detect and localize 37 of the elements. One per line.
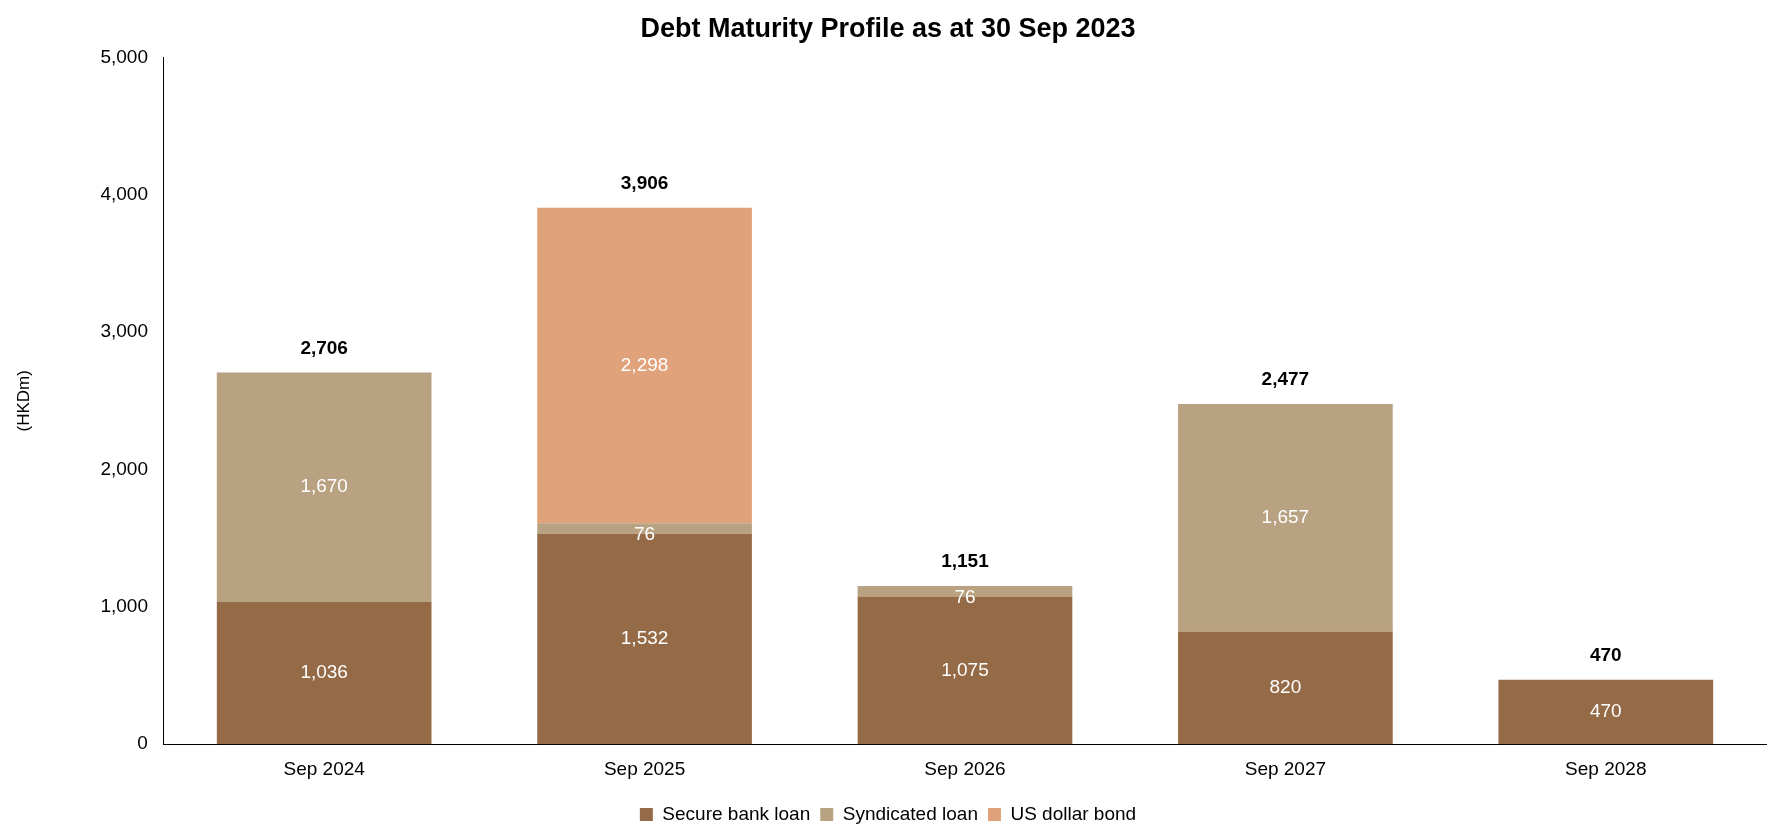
y-tick-label: 3,000 [100, 320, 148, 342]
data-label: 1,670 [300, 475, 348, 497]
data-label: 1,657 [1261, 506, 1310, 527]
bar [216, 372, 432, 602]
y-tick-label: 4,000 [100, 182, 148, 204]
x-tick-label: Sep 2026 [924, 757, 1006, 779]
y-tick-label: 5,000 [100, 45, 148, 67]
x-tick-label: Sep 2027 [1244, 757, 1327, 779]
bar [1178, 403, 1393, 632]
bar [537, 207, 752, 524]
bar [216, 601, 432, 745]
data-label: 470 [1589, 700, 1622, 722]
x-tick-label: Sep 2024 [283, 757, 366, 779]
legend-label: Secure bank loan [662, 802, 811, 824]
data-label: 1,075 [941, 658, 989, 680]
y-tick-label: 1,000 [100, 595, 148, 617]
chart-title: Debt Maturity Profile as at 30 Sep 2023 [640, 12, 1136, 43]
legend-label: US dollar bond [1010, 802, 1137, 824]
total-label: 3,906 [620, 171, 669, 193]
y-tick-label: 0 [137, 732, 148, 754]
x-tick-label: Sep 2028 [1565, 757, 1647, 779]
total-label: 2,477 [1261, 368, 1310, 390]
total-label: 1,151 [941, 550, 990, 572]
bar [1498, 679, 1714, 745]
legend-label: Syndicated loan [842, 802, 978, 824]
x-tick-label: Sep 2025 [603, 757, 686, 779]
y-axis-title: (HKDm) [13, 370, 33, 432]
bar [1178, 631, 1393, 745]
data-label: 820 [1269, 676, 1302, 698]
data-label: 76 [633, 522, 656, 544]
data-label: 1,036 [300, 661, 348, 683]
data-label: 2,298 [620, 353, 669, 375]
total-label: 2,706 [300, 336, 348, 358]
total-label: 470 [1589, 643, 1622, 665]
y-tick-label: 2,000 [100, 457, 148, 479]
data-label: 76 [954, 585, 976, 607]
data-label: 1,532 [620, 627, 669, 649]
